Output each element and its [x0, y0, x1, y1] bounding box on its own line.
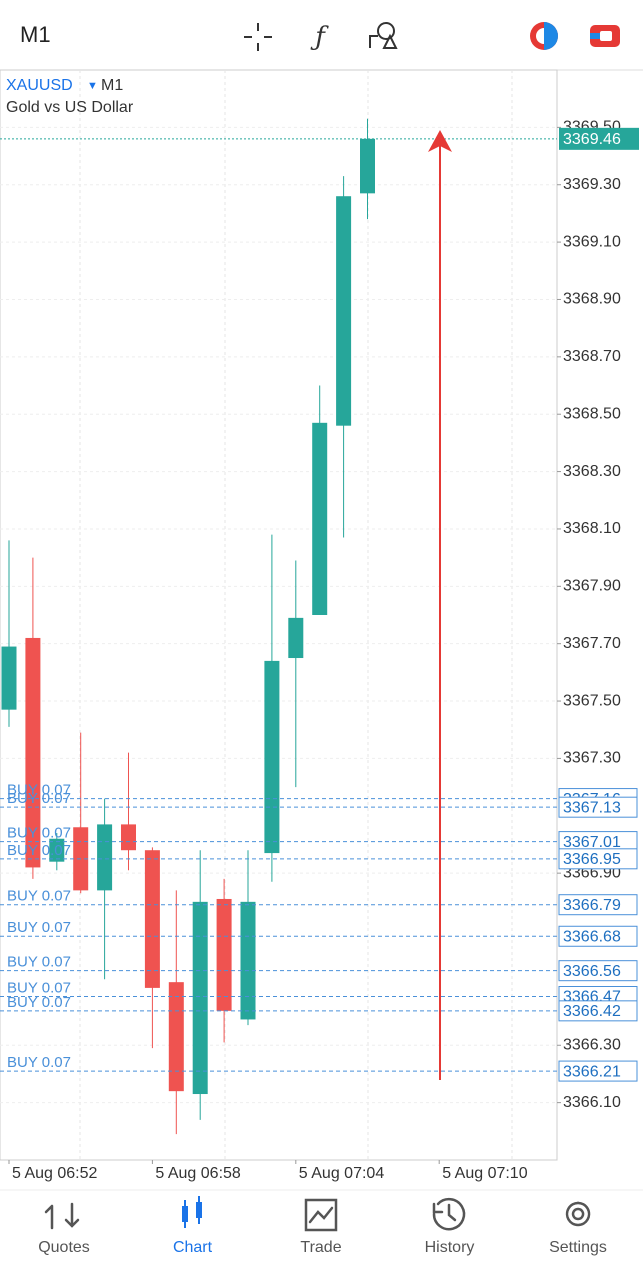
- order-price-label: 3367.01: [563, 834, 621, 851]
- y-tick-label: 3367.70: [563, 635, 621, 652]
- order-label[interactable]: BUY 0.07: [7, 994, 71, 1011]
- objects-icon[interactable]: [369, 22, 398, 49]
- order-price-label: 3366.68: [563, 928, 621, 945]
- nav-item[interactable]: Quotes: [38, 1202, 90, 1256]
- nav-label: Trade: [300, 1239, 341, 1256]
- indicators-icon[interactable]: ƒ: [310, 22, 329, 52]
- symbol-description: Gold vs US Dollar: [6, 99, 134, 116]
- symbol[interactable]: XAUUSD: [6, 77, 73, 94]
- order-label[interactable]: BUY 0.07: [7, 888, 71, 905]
- order-price-box: [558, 848, 638, 870]
- timeframe-button[interactable]: M1: [20, 22, 51, 47]
- candle-body: [1, 646, 17, 710]
- nav-icon: [44, 1202, 80, 1230]
- candle-body: [168, 982, 184, 1092]
- order-label[interactable]: BUY 0.07: [7, 979, 71, 996]
- y-tick-label: 3367.90: [563, 578, 621, 595]
- order-label[interactable]: BUY 0.07: [7, 954, 71, 971]
- y-tick-label: 3369.10: [563, 233, 621, 250]
- candle-body: [360, 138, 375, 194]
- chart-timeframe: M1: [101, 77, 123, 94]
- y-tick-label: 3367.30: [563, 750, 621, 767]
- order-label[interactable]: BUY 0.07: [7, 782, 71, 799]
- candle-body: [240, 901, 256, 1020]
- order-price-label: 3366.95: [563, 851, 621, 868]
- nav-item[interactable]: Chart: [173, 1196, 213, 1256]
- candle-body: [312, 422, 328, 615]
- candle-body: [192, 901, 208, 1095]
- nav-label: Settings: [549, 1239, 607, 1256]
- y-tick-label: 3368.70: [563, 348, 621, 365]
- y-tick-label: 3368.90: [563, 291, 621, 308]
- nav-item[interactable]: Trade: [300, 1198, 342, 1256]
- y-tick-label: 3369.30: [563, 176, 621, 193]
- nav-icon: [304, 1198, 338, 1232]
- last-price-box: [559, 127, 639, 150]
- candle-body: [264, 660, 280, 854]
- y-tick-label: 3368.50: [563, 405, 621, 422]
- order-price-label: 3366.56: [563, 963, 621, 980]
- account-icon[interactable]: [530, 22, 558, 50]
- candle-body: [49, 838, 65, 862]
- order-label[interactable]: BUY 0.07: [7, 1054, 71, 1071]
- x-tick-label: 5 Aug 06:58: [155, 1165, 241, 1182]
- nav-label: History: [425, 1239, 475, 1256]
- order-price-box: [558, 925, 638, 947]
- crosshair-icon[interactable]: [244, 23, 272, 51]
- candle-body: [144, 850, 160, 988]
- order-price-box: [558, 1000, 638, 1022]
- candle-body: [121, 824, 136, 851]
- nav-label: Chart: [173, 1239, 213, 1256]
- candle-body: [25, 637, 41, 868]
- y-tick-label: 3368.10: [563, 520, 621, 537]
- nav-icon: [565, 1201, 591, 1227]
- nav-item[interactable]: Settings: [549, 1201, 607, 1256]
- order-price-label: 3366.42: [563, 1003, 621, 1020]
- order-label[interactable]: BUY 0.07: [7, 919, 71, 936]
- candle-body: [216, 898, 232, 1011]
- order-label[interactable]: BUY 0.07: [7, 842, 71, 859]
- order-price-box: [558, 894, 638, 916]
- x-tick-label: 5 Aug 07:10: [442, 1165, 528, 1182]
- order-price-label: 3366.21: [563, 1063, 621, 1080]
- order-label[interactable]: BUY 0.07: [7, 825, 71, 842]
- chart: 3366.103366.303366.903367.303367.503367.…: [0, 70, 639, 1182]
- last-price-label: 3369.46: [563, 131, 621, 148]
- candle-body: [97, 824, 113, 891]
- candle-body: [288, 617, 304, 659]
- bottom-nav: Quotes Chart Trade History Settings: [38, 1196, 607, 1256]
- arrow-head: [428, 130, 452, 152]
- candle-body: [336, 196, 352, 426]
- y-tick-label: 3366.30: [563, 1036, 621, 1053]
- order-label[interactable]: BUY 0.07: [7, 790, 71, 807]
- x-tick-label: 5 Aug 06:52: [12, 1165, 98, 1182]
- nav-icon: [432, 1197, 466, 1231]
- order-price-label: 3366.79: [563, 897, 621, 914]
- order-price-box: [558, 796, 638, 818]
- y-tick-label: 3366.10: [563, 1094, 621, 1111]
- y-tick-label: 3368.30: [563, 463, 621, 480]
- y-tick-label: 3367.50: [563, 692, 621, 709]
- order-price-box: [558, 1060, 638, 1082]
- nav-label: Quotes: [38, 1239, 90, 1256]
- chart-frame: [0, 69, 558, 1161]
- nav-item[interactable]: History: [425, 1197, 475, 1256]
- order-price-box: [558, 960, 638, 982]
- order-price-label: 3367.13: [563, 799, 621, 816]
- x-tick-label: 5 Aug 07:04: [299, 1165, 385, 1182]
- trade-icon[interactable]: [590, 25, 620, 47]
- symbol-dropdown[interactable]: ▼: [87, 80, 98, 92]
